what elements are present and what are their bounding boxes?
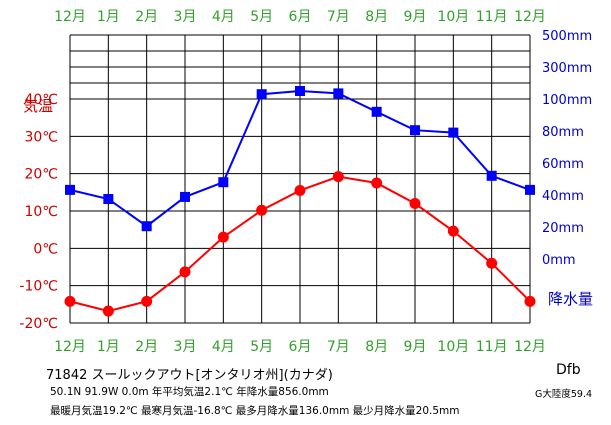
temperature-point (332, 171, 344, 183)
precipitation-point (525, 184, 535, 195)
top-month-label: 12月 (514, 9, 546, 25)
bottom-month-label: 9月 (404, 339, 427, 355)
top-month-label: 8月 (365, 9, 388, 25)
station-name: 71842 スールックアウト[オンタリオ州](カナダ) (46, 368, 333, 383)
top-month-label: 7月 (327, 9, 350, 25)
top-month-label: 6月 (289, 9, 312, 25)
climate-code: Dfb (556, 362, 581, 378)
temperature-tick-label: 40℃ (24, 92, 58, 108)
top-month-label: 12月 (54, 9, 86, 25)
precipitation-point (410, 125, 420, 136)
precipitation-tick-label: 500mm (542, 29, 592, 44)
precipitation-point (448, 127, 459, 138)
top-month-label: 5月 (250, 9, 273, 25)
temperature-tick-label: -10℃ (19, 279, 58, 295)
temperature-tick-label: 20℃ (24, 167, 58, 183)
temperature-point (179, 266, 191, 278)
temperature-tick-label: 0℃ (33, 241, 58, 257)
station-coords: 50.1N 91.9W 0.0m 年平均気温2.1℃ 年降水量856.0mm (50, 386, 329, 398)
precipitation-point (141, 221, 152, 232)
temperature-point (294, 184, 306, 196)
grid-lines (69, 34, 531, 324)
bottom-month-label: 5月 (250, 339, 273, 355)
bottom-month-label: 2月 (135, 339, 158, 355)
precipitation-axis-ticks: 500mm 300mm 100mm 80mm 60mm 40mm 20mm 0mm (542, 29, 592, 268)
precipitation-point (180, 191, 190, 202)
temperature-point (64, 295, 76, 307)
temperature-point (102, 305, 114, 317)
temperature-point (256, 204, 268, 216)
bottom-month-labels: 12月 1月 2月 3月 4月 5月 6月 7月 8月 9月 10月 11月 12月 (54, 339, 546, 355)
precipitation-axis-title: 降水量 (548, 290, 593, 308)
precipitation-tick-label: 20mm (542, 221, 584, 236)
precipitation-point (256, 89, 267, 100)
temperature-point (217, 231, 229, 243)
temperature-point (447, 225, 459, 237)
continentality: G大陸度59.4 (535, 389, 593, 400)
bottom-month-label: 12月 (54, 339, 86, 355)
temperature-point (524, 295, 536, 307)
precipitation-point (65, 184, 75, 195)
bottom-month-label: 11月 (476, 339, 508, 355)
bottom-month-label: 12月 (514, 339, 546, 355)
bottom-month-label: 3月 (174, 339, 197, 355)
temperature-tick-label: 10℃ (24, 204, 58, 220)
top-month-label: 11月 (476, 9, 508, 25)
precipitation-tick-label: 40mm (542, 189, 584, 204)
precipitation-tick-label: 80mm (542, 125, 584, 140)
precipitation-tick-label: 60mm (542, 157, 584, 172)
top-month-label: 10月 (437, 9, 469, 25)
top-month-labels: 12月 1月 2月 3月 4月 5月 6月 7月 8月 9月 10月 11月 12月 (54, 9, 546, 25)
precipitation-tick-label: 100mm (542, 93, 592, 108)
temperature-tick-label: -20℃ (19, 316, 58, 332)
temperature-point (409, 198, 421, 210)
temperature-point (486, 257, 498, 269)
temperature-point (141, 295, 153, 307)
bottom-month-label: 7月 (327, 339, 350, 355)
bottom-month-label: 10月 (437, 339, 469, 355)
temperature-point (371, 177, 383, 189)
bottom-month-label: 6月 (289, 339, 312, 355)
bottom-month-label: 1月 (97, 339, 120, 355)
precipitation-point (218, 177, 229, 188)
bottom-month-label: 4月 (212, 339, 235, 355)
top-month-label: 4月 (212, 9, 235, 25)
top-month-label: 9月 (404, 9, 427, 25)
precipitation-point (103, 194, 114, 204)
top-month-label: 2月 (135, 9, 158, 25)
temperature-series (64, 171, 536, 317)
top-month-label: 3月 (174, 9, 197, 25)
climate-extremes: 最暖月気温19.2℃ 最寒月気温-16.8℃ 最多月降水量136.0mm 最少月… (50, 405, 460, 417)
temperature-axis-ticks: 40℃ 30℃ 20℃ 10℃ 0℃ -10℃ -20℃ (19, 92, 58, 332)
bottom-month-label: 8月 (365, 339, 388, 355)
precipitation-series (65, 86, 535, 232)
precipitation-point (333, 88, 344, 99)
precipitation-point (295, 86, 305, 96)
top-month-label: 1月 (97, 9, 120, 25)
precipitation-point (486, 170, 497, 181)
precipitation-point (371, 106, 382, 117)
temperature-axis-title: 気温 (23, 97, 53, 115)
temperature-tick-label: 30℃ (24, 129, 58, 145)
precipitation-tick-label: 0mm (542, 253, 576, 268)
precipitation-tick-label: 300mm (542, 61, 592, 76)
